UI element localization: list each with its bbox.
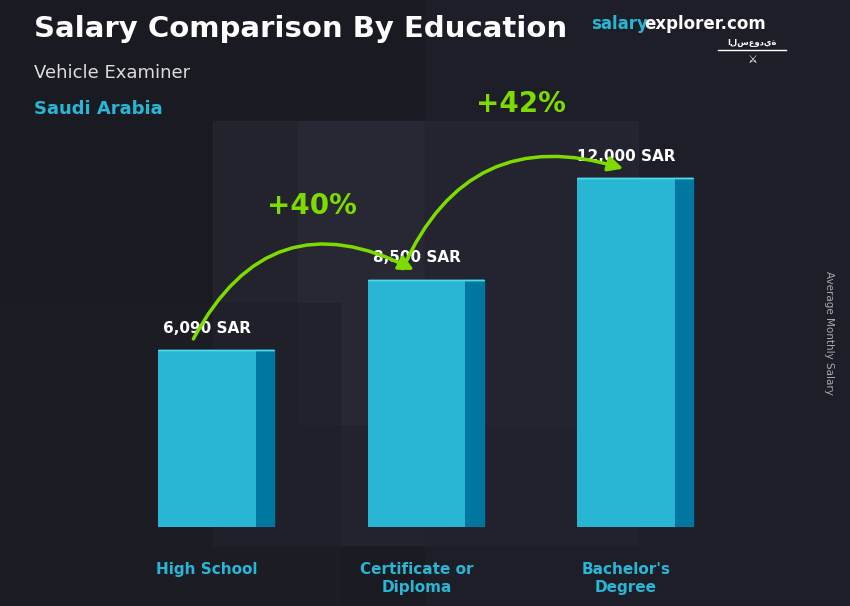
Text: Average Monthly Salary: Average Monthly Salary [824, 271, 834, 395]
Text: 8,500 SAR: 8,500 SAR [372, 250, 461, 265]
Text: High School: High School [156, 562, 258, 577]
Text: ⚔: ⚔ [747, 55, 757, 65]
Bar [368, 280, 465, 527]
Bar [158, 350, 256, 527]
Bar [577, 178, 675, 527]
Text: السعودية: السعودية [728, 38, 777, 47]
Bar [212, 121, 638, 545]
Polygon shape [256, 350, 275, 527]
Text: Bachelor's
Degree: Bachelor's Degree [581, 562, 671, 594]
Text: Saudi Arabia: Saudi Arabia [34, 100, 162, 118]
Bar [0, 303, 340, 606]
Text: explorer.com: explorer.com [644, 15, 766, 33]
Text: salary: salary [591, 15, 648, 33]
Bar [425, 0, 850, 606]
Bar [298, 121, 638, 424]
Text: Certificate or
Diploma: Certificate or Diploma [360, 562, 473, 594]
Text: +40%: +40% [267, 191, 357, 220]
Polygon shape [465, 280, 484, 527]
Text: 12,000 SAR: 12,000 SAR [576, 148, 675, 164]
Text: Salary Comparison By Education: Salary Comparison By Education [34, 15, 567, 43]
Polygon shape [675, 178, 694, 527]
Text: 6,090 SAR: 6,090 SAR [163, 321, 251, 336]
Text: Vehicle Examiner: Vehicle Examiner [34, 64, 190, 82]
Text: +42%: +42% [476, 90, 566, 118]
